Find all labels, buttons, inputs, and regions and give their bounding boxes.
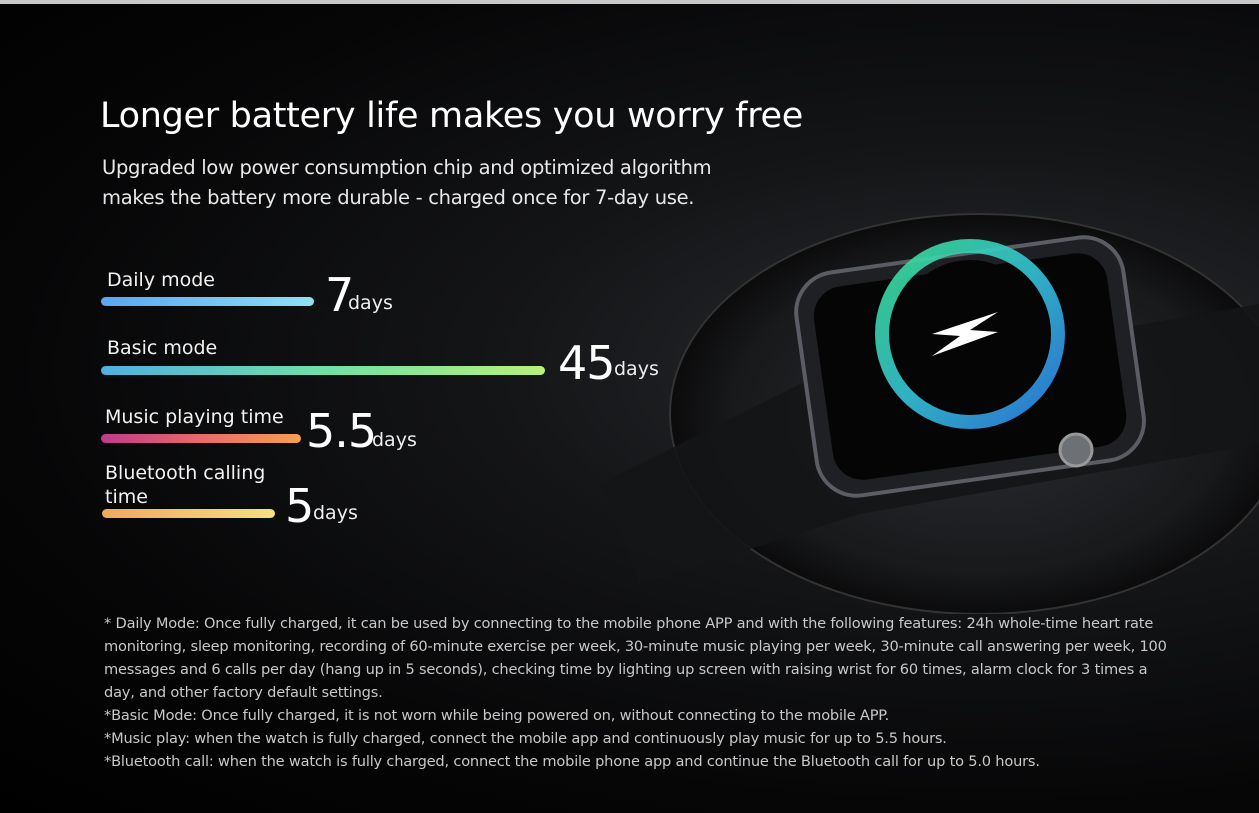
mode-unit: days <box>614 358 659 380</box>
mode-label: Daily mode <box>107 269 215 291</box>
mode-value: 45 <box>558 336 616 390</box>
footnotes: * Daily Mode: Once fully charged, it can… <box>104 612 1174 773</box>
title: Longer battery life makes you worry free <box>100 96 803 136</box>
mode-bar <box>101 366 545 375</box>
mode-bar <box>102 509 275 518</box>
mode-unit: days <box>313 502 358 524</box>
subtitle-line: makes the battery more durable - charged… <box>102 186 695 209</box>
lightning-icon <box>932 312 998 356</box>
footnote: *Bluetooth call: when the watch is fully… <box>104 753 1040 770</box>
mode-unit: days <box>348 292 393 314</box>
mode-label: Bluetooth calling time <box>105 462 266 508</box>
mode-bar <box>101 297 314 306</box>
mode-label: Basic mode <box>107 337 218 359</box>
crown <box>1058 432 1094 468</box>
footnote: *Music play: when the watch is fully cha… <box>104 730 947 747</box>
charge-ring <box>875 239 1065 429</box>
mode-label: Music playing time <box>105 406 284 428</box>
watch-illustration <box>600 213 1259 614</box>
mode-value: 7 <box>325 268 354 322</box>
subtitle-line: Upgraded low power consumption chip and … <box>102 156 712 179</box>
footnote: *Basic Mode: Once fully charged, it is n… <box>104 707 890 724</box>
mode-value: 5 <box>285 479 314 533</box>
mode-unit: days <box>372 429 417 451</box>
footnote: * Daily Mode: Once fully charged, it can… <box>104 615 1167 701</box>
mode-bar <box>101 434 301 443</box>
mode-value: 5.5 <box>306 404 377 458</box>
